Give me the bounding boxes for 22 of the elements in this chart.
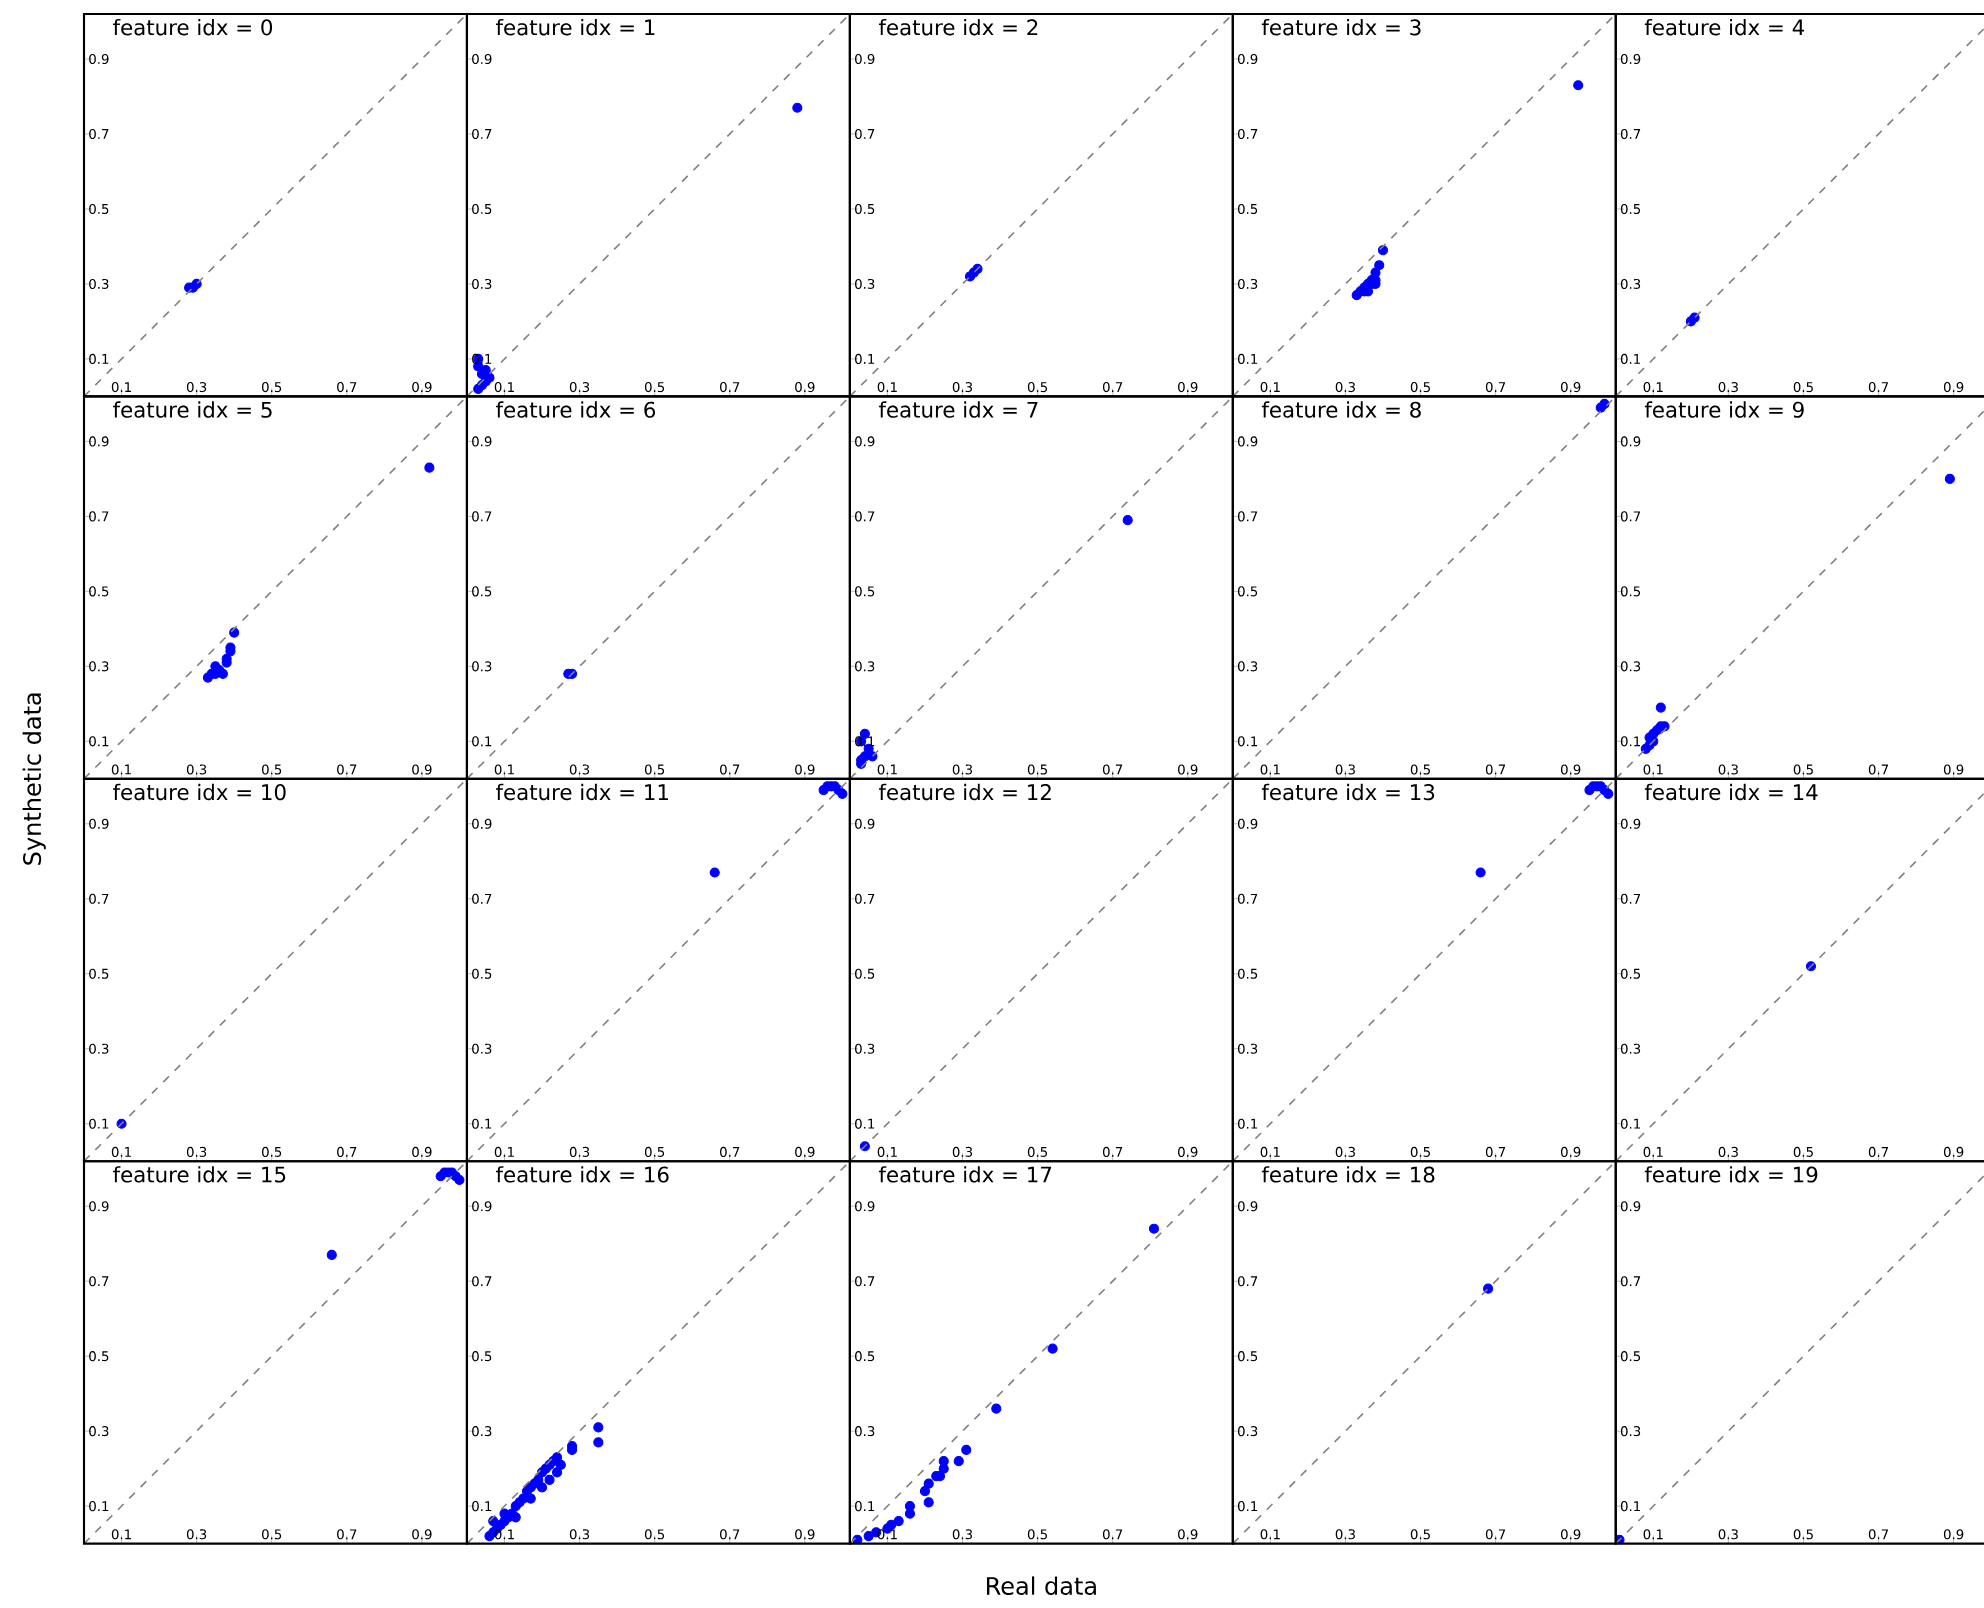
chart-title: feature idx = 7 xyxy=(878,401,1038,418)
chart-title: feature idx = 19 xyxy=(1644,1166,1818,1183)
chart-title: feature idx = 3 xyxy=(1261,18,1421,36)
chart-title: feature idx = 2 xyxy=(878,18,1038,36)
x-axis-title: Real data xyxy=(986,1576,1096,1595)
chart-title: feature idx = 10 xyxy=(113,783,286,801)
chart-title: feature idx = 13 xyxy=(1261,783,1435,801)
chart-title: feature idx = 8 xyxy=(1261,401,1421,418)
chart-title: feature idx = 11 xyxy=(496,783,668,801)
chart-title: feature idx = 4 xyxy=(1644,18,1805,36)
chart-title: feature idx = 17 xyxy=(878,1166,1052,1183)
chart-title: feature idx = 5 xyxy=(113,401,272,418)
chart-title: feature idx = 6 xyxy=(496,401,656,418)
chart-title: feature idx = 0 xyxy=(113,18,273,36)
chart-title: feature idx = 14 xyxy=(1644,783,1818,801)
chart-title: feature idx = 16 xyxy=(496,1166,669,1183)
y-axis-title: Synthetic data xyxy=(22,693,46,865)
chart-title: feature idx = 18 xyxy=(1261,1166,1435,1183)
chart-title: feature idx = 1 xyxy=(496,18,655,36)
chart-title: feature idx = 9 xyxy=(1644,401,1804,418)
chart-title: feature idx = 12 xyxy=(878,783,1051,801)
chart-title: feature idx = 15 xyxy=(113,1166,286,1183)
